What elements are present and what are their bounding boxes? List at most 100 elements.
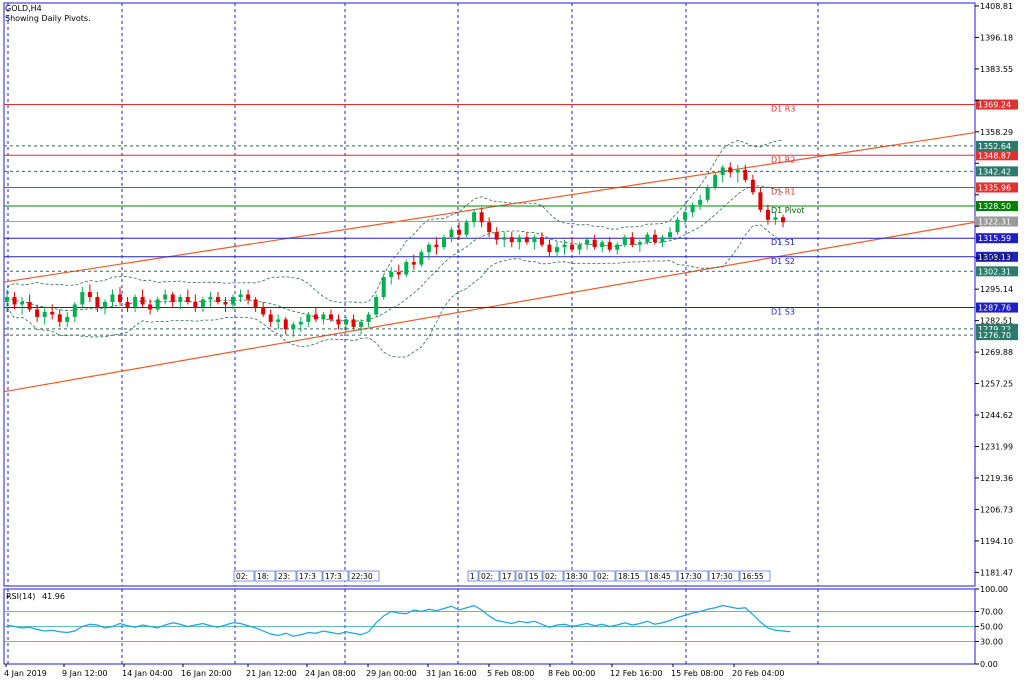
candle-body [562,244,567,248]
rsi-tick-label: 100.00 [980,585,1008,594]
candle-body [50,311,55,315]
candle-body [215,296,220,302]
candle-body [148,304,153,310]
price-tag-bg [976,302,1018,313]
candle-body [359,321,364,327]
price-tick-label: 1219.36 [980,474,1013,483]
candle-body [336,319,341,325]
pivot-levels-layer[interactable]: D1 R3 D1 R2 D1 R1 D1 Pivot D1 S1 D1 S2 D1 S3 [4,104,975,336]
symbol-label: GOLD,H4 [5,4,42,13]
session-tag: 23: [278,572,290,581]
session-tag-box [296,570,323,582]
candle-body [652,234,657,243]
candle-body [389,272,394,278]
pivot-price-tag: 1348.87 [978,151,1011,160]
time-axis-label: 9 Jan 12:00 [62,669,108,678]
session-tag: 02: [236,572,248,581]
candle-body [110,294,115,302]
candle-body [660,237,665,243]
candle-body [539,237,544,245]
candle-body [698,199,703,205]
candle-body [261,306,266,315]
price-axis[interactable]: 1369.24 1348.87 1335.96 1328.50 1315.59 1308.… [975,2,1018,577]
session-tag-box [233,570,255,582]
rsi-label: RSI(14) [6,592,35,601]
candle-body [479,212,484,223]
session-tag: 1 [470,572,475,581]
candle-body [27,301,32,310]
session-tag: 18:15 [618,572,640,581]
candle-body [155,299,160,310]
candle-body [351,319,356,327]
candle-body [667,232,672,238]
candle-body [517,237,522,243]
candle-body [374,296,379,315]
rsi-window[interactable]: RSI(14) 41.96 100.00 70.00 50.00 30.00 0.00 [4,585,1008,669]
price-tag-bg [976,251,1018,262]
candle-body [102,301,107,307]
pivot-label: D1 Pivot [771,206,804,215]
price-tick-label: 1383.55 [980,65,1013,74]
candle-body [268,314,273,322]
grid-layer [3,2,976,665]
pivot-price-tag: 1369.24 [978,101,1011,110]
candle-body [381,277,386,297]
price-tag-bg [976,266,1018,277]
price-tag-bg [976,99,1018,110]
session-tag-box [615,570,647,582]
price-tick-label: 1295.14 [980,285,1013,294]
price-tag-bg [976,323,1018,334]
session-tag: 16:55 [742,572,764,581]
price-tick-label: 1244.62 [980,411,1013,420]
pivot-label: D1 S2 [771,257,795,266]
pivot-label: D1 S3 [771,308,795,317]
candle-body [449,229,454,238]
pivot-subtitle: Showing Daily Pivots. [5,14,91,23]
session-tag-box [467,570,479,582]
time-axis-label: 15 Feb 08:00 [671,669,723,678]
session-tag: 17:3 [325,572,342,581]
channel-line[interactable] [3,221,976,393]
session-tag-box [739,570,771,582]
price-tag-bg [976,330,1018,341]
lower-band [6,224,784,358]
candle-body [554,247,559,253]
candle-body [208,296,213,300]
candle-body [42,311,47,317]
session-tag-box [499,570,516,582]
candle-body [72,304,77,317]
candle-body [133,296,138,307]
session-tag: 17:30 [711,572,733,581]
session-tag-box [515,570,527,582]
candle-body [645,234,650,243]
candle-body [65,316,70,322]
candle-body [781,217,785,223]
session-tag: 22:30 [351,572,373,581]
candle-body [494,232,499,240]
price-tick-label: 1194.10 [980,537,1013,546]
candle-body [585,239,590,245]
candle-body [720,167,725,175]
candle-body [592,239,597,248]
pivot-label: D1 R1 [771,187,795,196]
candle-body [441,237,446,248]
candle-body [411,262,416,265]
candles-layer [5,162,785,337]
session-tag: 17 [502,572,512,581]
candle-body [502,237,507,240]
session-tag-box [275,570,297,582]
candle-body [396,272,401,275]
price-tag-bg [976,233,1018,244]
candle-body [291,324,296,330]
price-tick-label: 1358.29 [980,128,1013,137]
candle-body [200,299,205,307]
candle-body [577,244,582,250]
pivot-label: D1 S1 [771,238,795,247]
level-price-tag: 1342.42 [978,167,1011,176]
candle-body [253,299,258,307]
session-tag: 17:30 [680,572,702,581]
main-chart-frame [3,2,976,587]
pivot-price-tag: 1287.76 [978,304,1011,313]
